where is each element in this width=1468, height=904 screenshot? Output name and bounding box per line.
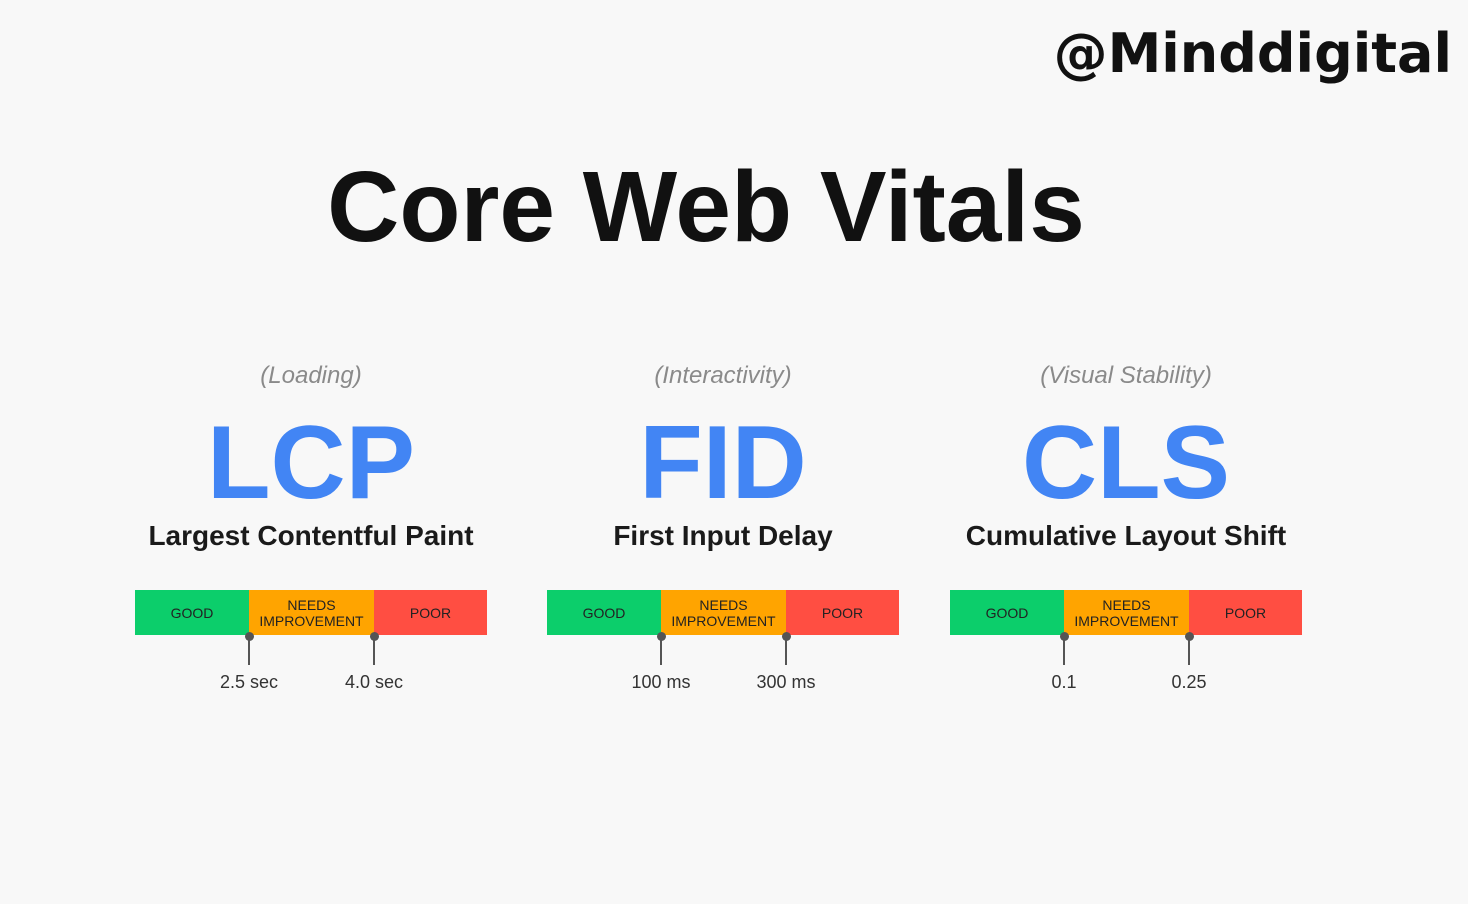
rating-segment: GOOD	[547, 590, 661, 635]
threshold-label: 100 ms	[631, 672, 691, 692]
rating-segment: POOR	[374, 590, 487, 635]
threshold-label: 4.0 sec	[344, 672, 404, 692]
rating-segment: NEEDS IMPROVEMENT	[249, 590, 374, 635]
threshold-tick	[248, 635, 250, 665]
metric-column: (Visual Stability) CLS Cumulative Layout S…	[950, 0, 1302, 904]
rating-segment: GOOD	[135, 590, 249, 635]
metric-name: Cumulative Layout Shift	[965, 520, 1287, 551]
rating-segment: POOR	[786, 590, 899, 635]
metric-acronym: FID	[639, 405, 807, 521]
threshold-label: 2.5 sec	[219, 672, 279, 692]
rating-segment: NEEDS IMPROVEMENT	[661, 590, 786, 635]
threshold-tick	[373, 635, 375, 665]
threshold-tick	[1188, 635, 1190, 665]
rating-segment: GOOD	[950, 590, 1064, 635]
metric-acronym: LCP	[207, 405, 415, 521]
threshold-dot	[369, 632, 379, 641]
metric-name: First Input Delay	[613, 520, 833, 551]
threshold-tick	[1063, 635, 1065, 665]
threshold-label: 0.1	[1051, 672, 1077, 692]
threshold-dot	[781, 632, 791, 641]
threshold-dot	[1059, 632, 1069, 641]
metric-name: Largest Contentful Paint	[148, 520, 474, 551]
watermark: @Minddigital	[1053, 22, 1452, 85]
threshold-label: 300 ms	[756, 672, 816, 692]
threshold-dot	[1184, 632, 1194, 641]
metric-acronym: CLS	[1022, 405, 1230, 521]
rating-segment: POOR	[1189, 590, 1302, 635]
threshold-dot	[656, 632, 666, 641]
metric-column: (Interactivity) FID First Input Delay GOOD N…	[547, 0, 899, 904]
metric-column: (Loading) LCP Largest Contentful Paint GOOD…	[135, 0, 487, 904]
threshold-tick	[660, 635, 662, 665]
metric-category: (Loading)	[260, 362, 362, 389]
title: Core Web Vitals	[327, 151, 1085, 263]
threshold-label: 0.25	[1171, 672, 1207, 692]
metric-category: (Visual Stability)	[1040, 362, 1212, 389]
threshold-tick	[785, 635, 787, 665]
threshold-dot	[244, 632, 254, 641]
metric-category: (Interactivity)	[654, 362, 792, 389]
rating-segment: NEEDS IMPROVEMENT	[1064, 590, 1189, 635]
